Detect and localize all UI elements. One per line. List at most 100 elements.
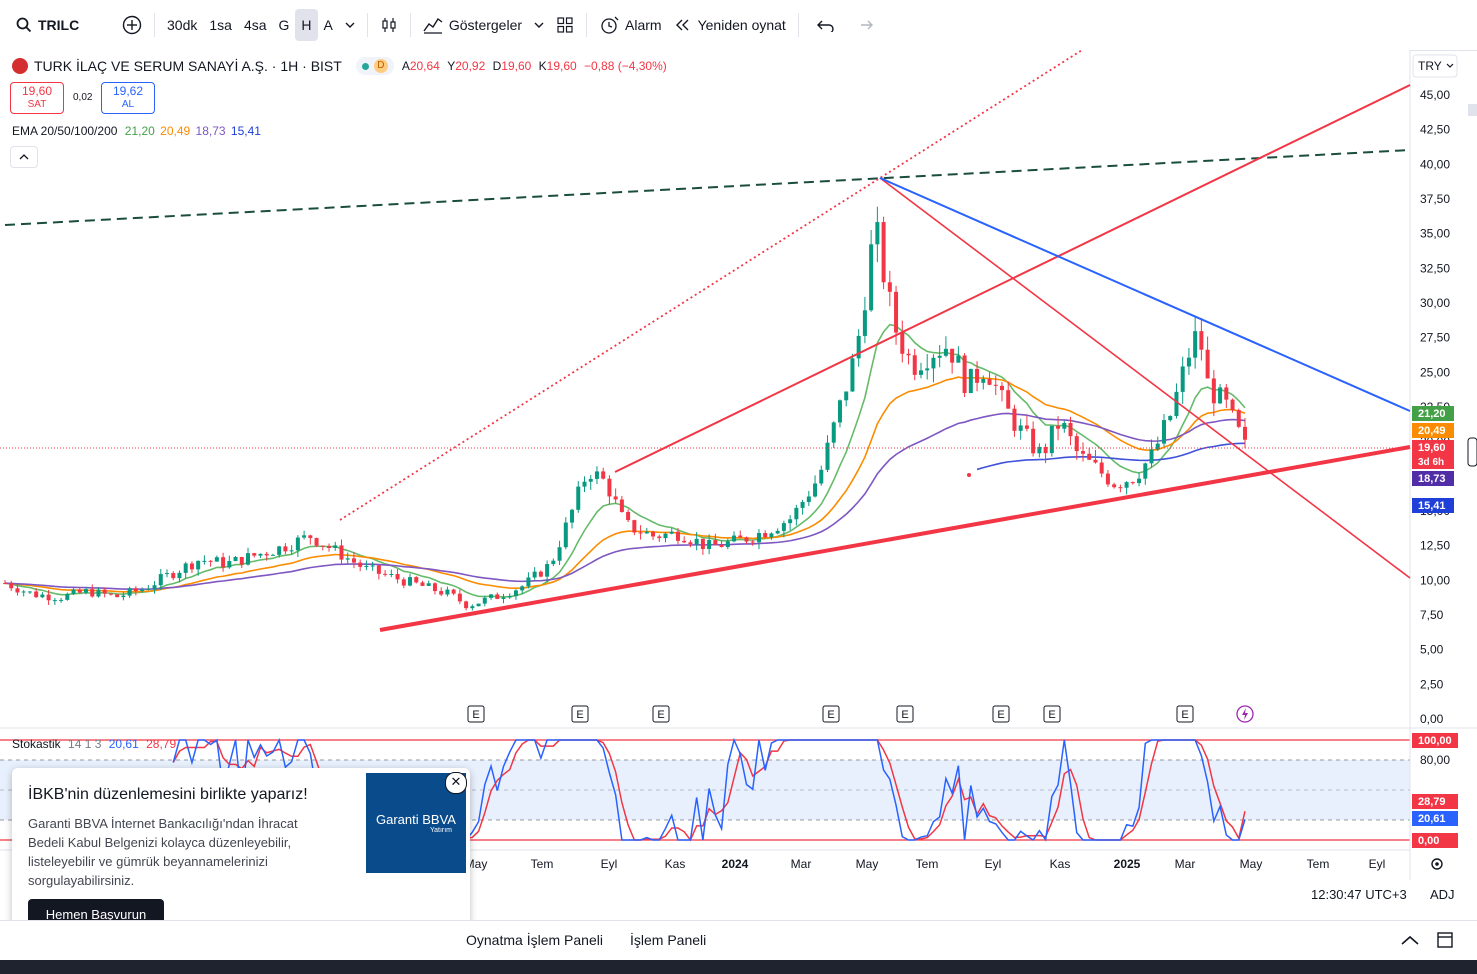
candle-body bbox=[277, 546, 282, 555]
indicators-dropdown[interactable] bbox=[528, 9, 550, 41]
timeframe-a[interactable]: A bbox=[323, 17, 333, 33]
earnings-marker[interactable] bbox=[571, 705, 589, 723]
dashed-resistance-line[interactable] bbox=[4, 149, 1411, 226]
candle-body bbox=[289, 550, 294, 552]
chevron-up-icon[interactable] bbox=[1400, 934, 1420, 946]
candle-body bbox=[258, 553, 263, 556]
candle-body bbox=[146, 588, 151, 590]
timeframe-4sa[interactable]: 4sa bbox=[243, 17, 267, 33]
earnings-marker[interactable] bbox=[896, 705, 914, 723]
close-ad-button[interactable]: ✕ bbox=[445, 772, 467, 794]
price-tick-label: 7,50 bbox=[1420, 608, 1444, 622]
earnings-marker[interactable] bbox=[822, 705, 840, 723]
candle-body bbox=[601, 471, 606, 479]
price-axis[interactable]: 45,00 42,50 40,00 37,50 35,00 32,50 30,00 27,50… bbox=[1420, 88, 1450, 726]
adj-toggle[interactable]: ADJ bbox=[1430, 887, 1455, 902]
candle-body bbox=[470, 606, 475, 609]
timeframe-h[interactable]: H bbox=[295, 9, 318, 41]
candle-body bbox=[744, 537, 749, 542]
price-badge-label: 3d 6h bbox=[1418, 457, 1444, 468]
price-tick-label: 0,00 bbox=[1420, 712, 1444, 726]
candle-body bbox=[358, 562, 363, 567]
candle-body bbox=[140, 589, 145, 592]
candle-body bbox=[844, 391, 849, 401]
top-toolbar: TRILC 30dk 1sa 4sa G H A Göstergeler Ala… bbox=[0, 0, 1477, 51]
earnings-marker[interactable] bbox=[1176, 705, 1194, 723]
earnings-marker-label: E bbox=[576, 709, 583, 721]
ema-legend[interactable]: EMA 20/50/100/200 21,20 20,49 18,73 15,4… bbox=[12, 124, 261, 138]
sell-button[interactable]: 19,60 SAT bbox=[10, 82, 64, 114]
timeframe-dropdown[interactable] bbox=[339, 9, 361, 41]
earnings-marker[interactable] bbox=[1043, 705, 1061, 723]
marker-dot bbox=[967, 473, 971, 477]
earnings-marker[interactable] bbox=[652, 705, 670, 723]
toolbar-divider bbox=[366, 13, 368, 37]
timeframe-g[interactable]: G bbox=[278, 17, 290, 33]
candle-body bbox=[77, 589, 82, 593]
candle-body bbox=[794, 507, 799, 520]
earnings-marker-label: E bbox=[1181, 709, 1188, 721]
stochastic-legend[interactable]: Stokastik 14 1 3 20,61 28,79 bbox=[12, 737, 177, 751]
time-axis[interactable]: May Tem Eyl Kas 2024 Mar May Tem Eyl Kas 2025 Mar Ma… bbox=[465, 857, 1386, 871]
support-trendline[interactable] bbox=[379, 445, 1411, 632]
price-tick-label: 40,00 bbox=[1420, 157, 1450, 171]
tab-replay-trading[interactable]: Oynatma İşlem Paneli bbox=[466, 932, 603, 948]
price-badge-label: 21,20 bbox=[1418, 408, 1446, 420]
symbol-search[interactable]: TRILC bbox=[10, 9, 112, 41]
candle-body bbox=[750, 541, 755, 543]
candle-body bbox=[252, 553, 257, 556]
redo-button[interactable] bbox=[849, 9, 879, 41]
collapse-legend-button[interactable] bbox=[10, 146, 38, 168]
candle-body bbox=[900, 332, 905, 354]
candle-body bbox=[1224, 387, 1229, 400]
clock[interactable]: 12:30:47 UTC+3 bbox=[1311, 887, 1407, 902]
compare-button[interactable] bbox=[116, 9, 148, 41]
alarm-button[interactable]: Alarm bbox=[593, 9, 668, 41]
tab-trading-panel[interactable]: İşlem Paneli bbox=[630, 932, 707, 948]
candle-body bbox=[327, 546, 332, 548]
replay-button[interactable]: Yeniden oynat bbox=[668, 9, 792, 41]
stoch-badges: 100,00 28,79 20,61 0,00 bbox=[1412, 733, 1458, 848]
chart-legend: TURK İLAÇ VE SERUM SANAYİ A.Ş. · 1H · BI… bbox=[12, 57, 667, 75]
candle-body bbox=[457, 593, 462, 602]
stoch-badge-label: 100,00 bbox=[1418, 735, 1452, 747]
maximize-icon[interactable] bbox=[1436, 931, 1454, 949]
candle-body bbox=[1161, 420, 1166, 444]
candle-body bbox=[40, 594, 45, 598]
candle-body bbox=[607, 478, 612, 497]
candle-body bbox=[208, 560, 213, 562]
indicators-button[interactable]: Göstergeler bbox=[417, 9, 528, 41]
candle-body bbox=[264, 553, 269, 556]
candle-body bbox=[999, 385, 1004, 391]
undo-button[interactable] bbox=[811, 9, 841, 41]
ohlc-values: A20,64 Y20,92 D19,60 K19,60 −0,88 (−4,30… bbox=[401, 59, 667, 73]
earnings-marker[interactable] bbox=[992, 705, 1010, 723]
candle-body bbox=[414, 577, 419, 583]
candle-body bbox=[763, 533, 768, 538]
trendlines[interactable] bbox=[4, 50, 1411, 632]
candle-body bbox=[1149, 449, 1154, 464]
candle-body bbox=[283, 546, 288, 552]
candle-body bbox=[937, 355, 942, 358]
garanti-logo[interactable]: Garanti BBVA Yatırım bbox=[366, 773, 466, 873]
buy-button[interactable]: 19,62 AL bbox=[101, 82, 155, 114]
timeframe-30dk[interactable]: 30dk bbox=[167, 17, 198, 33]
candle-body bbox=[507, 596, 512, 598]
chart-type-button[interactable] bbox=[374, 9, 404, 41]
falling-trendline[interactable] bbox=[879, 177, 1411, 579]
flash-icon[interactable] bbox=[1236, 705, 1254, 723]
time-tick-label: 2025 bbox=[1114, 857, 1141, 871]
earnings-marker[interactable] bbox=[467, 705, 485, 723]
currency-selector[interactable] bbox=[1412, 54, 1458, 78]
timeframe-1sa[interactable]: 1sa bbox=[209, 17, 232, 33]
candle-body bbox=[1074, 436, 1079, 452]
layouts-button[interactable] bbox=[550, 9, 580, 41]
candle-body bbox=[943, 348, 948, 356]
indicators-icon bbox=[423, 17, 443, 34]
blue-resistance-line[interactable] bbox=[879, 177, 1411, 412]
gear-icon[interactable] bbox=[1431, 858, 1443, 870]
undo-icon bbox=[816, 20, 834, 32]
candle-body bbox=[875, 222, 880, 245]
earnings-marker-label: E bbox=[827, 709, 834, 721]
